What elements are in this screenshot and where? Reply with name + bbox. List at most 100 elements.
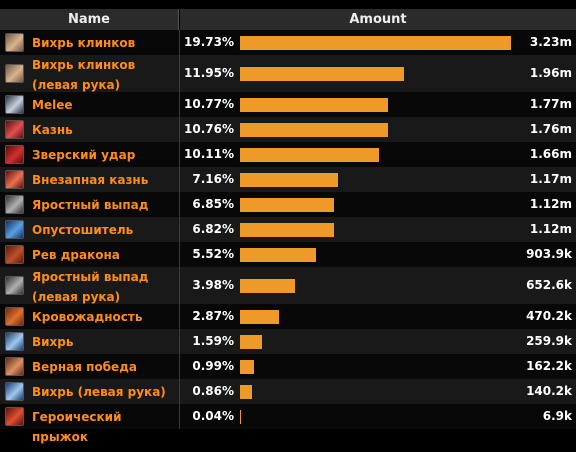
table-row[interactable]: Melee 10.77% 1.77m <box>0 92 576 117</box>
table-row[interactable]: Яростный выпад 6.85% 1.12m <box>0 192 576 217</box>
blade-flurry-icon <box>5 33 24 52</box>
damage-bar <box>240 279 295 293</box>
damage-bar <box>240 67 404 81</box>
execute-icon <box>5 120 24 139</box>
sword-icon <box>5 95 24 114</box>
table-row[interactable]: Яростный выпад (левая рука) 3.98% 652.6k <box>0 267 576 304</box>
column-divider <box>179 242 180 267</box>
damage-amount: 1.12m <box>529 197 572 211</box>
ability-name-link[interactable]: Melee <box>32 98 73 112</box>
damage-bar <box>240 310 279 324</box>
table-row[interactable]: Верная победа 0.99% 162.2k <box>0 354 576 379</box>
ability-name-link[interactable]: Вихрь клинков (левая рука) <box>32 58 136 92</box>
column-divider <box>179 329 180 354</box>
table-body: Вихрь клинков 19.73% 3.23m Вихрь клинков (л… <box>0 30 576 444</box>
ability-name-link[interactable]: Верная победа <box>32 360 137 374</box>
ability-name-link[interactable]: Вихрь клинков <box>32 36 136 50</box>
damage-amount: 1.12m <box>529 222 572 236</box>
table-row[interactable]: Внезапная казнь 7.16% 1.17m <box>0 167 576 192</box>
ability-name-link[interactable]: Яростный выпад <box>32 198 149 212</box>
damage-bar <box>240 360 254 374</box>
damage-percent: 19.73% <box>184 35 234 49</box>
table-row[interactable]: Опустошитель 6.82% 1.12m <box>0 217 576 242</box>
column-divider <box>179 404 180 429</box>
ability-name-link[interactable]: Яростный выпад (левая рука) <box>32 270 149 304</box>
damage-amount: 6.9k <box>542 409 572 423</box>
table-header: Name Amount <box>0 0 576 30</box>
table-row[interactable]: Вихрь клинков 19.73% 3.23m <box>0 30 576 55</box>
table-row[interactable]: Вихрь клинков (левая рука) 11.95% 1.96m <box>0 55 576 92</box>
column-divider <box>179 192 180 217</box>
damage-bar <box>240 198 334 212</box>
ability-name-link[interactable]: Рев дракона <box>32 248 120 262</box>
damage-bar <box>240 385 252 399</box>
name-column-header[interactable]: Name <box>0 9 179 30</box>
dragon-roar-icon <box>5 245 24 264</box>
bloodthirst-icon <box>5 307 24 326</box>
damage-amount: 903.9k <box>526 247 572 261</box>
damage-amount: 1.76m <box>529 122 572 136</box>
table-row[interactable]: Зверский удар 10.11% 1.66m <box>0 142 576 167</box>
damage-bar <box>240 123 388 137</box>
whirlwind-icon <box>5 382 24 401</box>
ability-name-link[interactable]: Кровожадность <box>32 310 143 324</box>
table-row[interactable]: Вихрь 1.59% 259.9k <box>0 329 576 354</box>
ability-name-link[interactable]: Зверский удар <box>32 148 136 162</box>
damage-amount: 1.77m <box>529 97 572 111</box>
ability-name-link[interactable]: Внезапная казнь <box>32 173 149 187</box>
raging-blow-icon <box>5 276 24 295</box>
column-divider <box>179 92 180 117</box>
ability-name-link[interactable]: Вихрь (левая рука) <box>32 385 166 399</box>
damage-amount: 1.17m <box>529 172 572 186</box>
column-divider <box>179 354 180 379</box>
damage-percent: 10.11% <box>184 147 234 161</box>
damage-amount: 162.2k <box>526 359 572 373</box>
damage-percent: 0.86% <box>192 384 234 398</box>
heroic-leap-icon <box>5 407 24 426</box>
damage-percent: 2.87% <box>192 309 234 323</box>
victory-rush-icon <box>5 357 24 376</box>
column-divider <box>179 379 180 404</box>
raging-blow-icon <box>5 195 24 214</box>
damage-bar <box>240 248 316 262</box>
damage-amount: 3.23m <box>529 35 572 49</box>
damage-bar <box>240 36 511 50</box>
damage-amount: 652.6k <box>526 278 572 292</box>
ability-name-link[interactable]: Казнь <box>32 123 73 137</box>
blade-flurry-icon <box>5 64 24 83</box>
ability-name-link[interactable]: Вихрь <box>32 335 74 349</box>
mortal-strike-icon <box>5 145 24 164</box>
column-divider <box>179 217 180 242</box>
ability-name-link[interactable]: Опустошитель <box>32 223 134 237</box>
table-row[interactable]: Вихрь (левая рука) 0.86% 140.2k <box>0 379 576 404</box>
damage-bar <box>240 148 379 162</box>
damage-bar <box>240 410 241 424</box>
column-divider <box>179 304 180 329</box>
damage-percent: 3.98% <box>192 278 234 292</box>
damage-bar <box>240 335 262 349</box>
damage-percent: 10.76% <box>184 122 234 136</box>
sudden-death-icon <box>5 170 24 189</box>
damage-percent: 7.16% <box>192 172 234 186</box>
column-divider <box>179 167 180 192</box>
damage-bar <box>240 223 334 237</box>
whirlwind-icon <box>5 332 24 351</box>
table-row[interactable]: Героический прыжок 0.04% 6.9k <box>0 404 576 444</box>
column-divider <box>179 30 180 55</box>
table-row[interactable]: Рев дракона 5.52% 903.9k <box>0 242 576 267</box>
damage-amount: 140.2k <box>526 384 572 398</box>
damage-amount: 259.9k <box>526 334 572 348</box>
damage-percent: 1.59% <box>192 334 234 348</box>
damage-amount: 470.2k <box>526 309 572 323</box>
damage-bar <box>240 98 388 112</box>
table-row[interactable]: Казнь 10.76% 1.76m <box>0 117 576 142</box>
table-row[interactable]: Кровожадность 2.87% 470.2k <box>0 304 576 329</box>
column-divider <box>179 117 180 142</box>
ravager-icon <box>5 220 24 239</box>
damage-percent: 10.77% <box>184 97 234 111</box>
damage-percent: 0.99% <box>192 359 234 373</box>
damage-percent: 6.82% <box>192 222 234 236</box>
amount-column-header[interactable]: Amount <box>180 9 576 30</box>
ability-name-link[interactable]: Героический прыжок <box>32 410 122 444</box>
